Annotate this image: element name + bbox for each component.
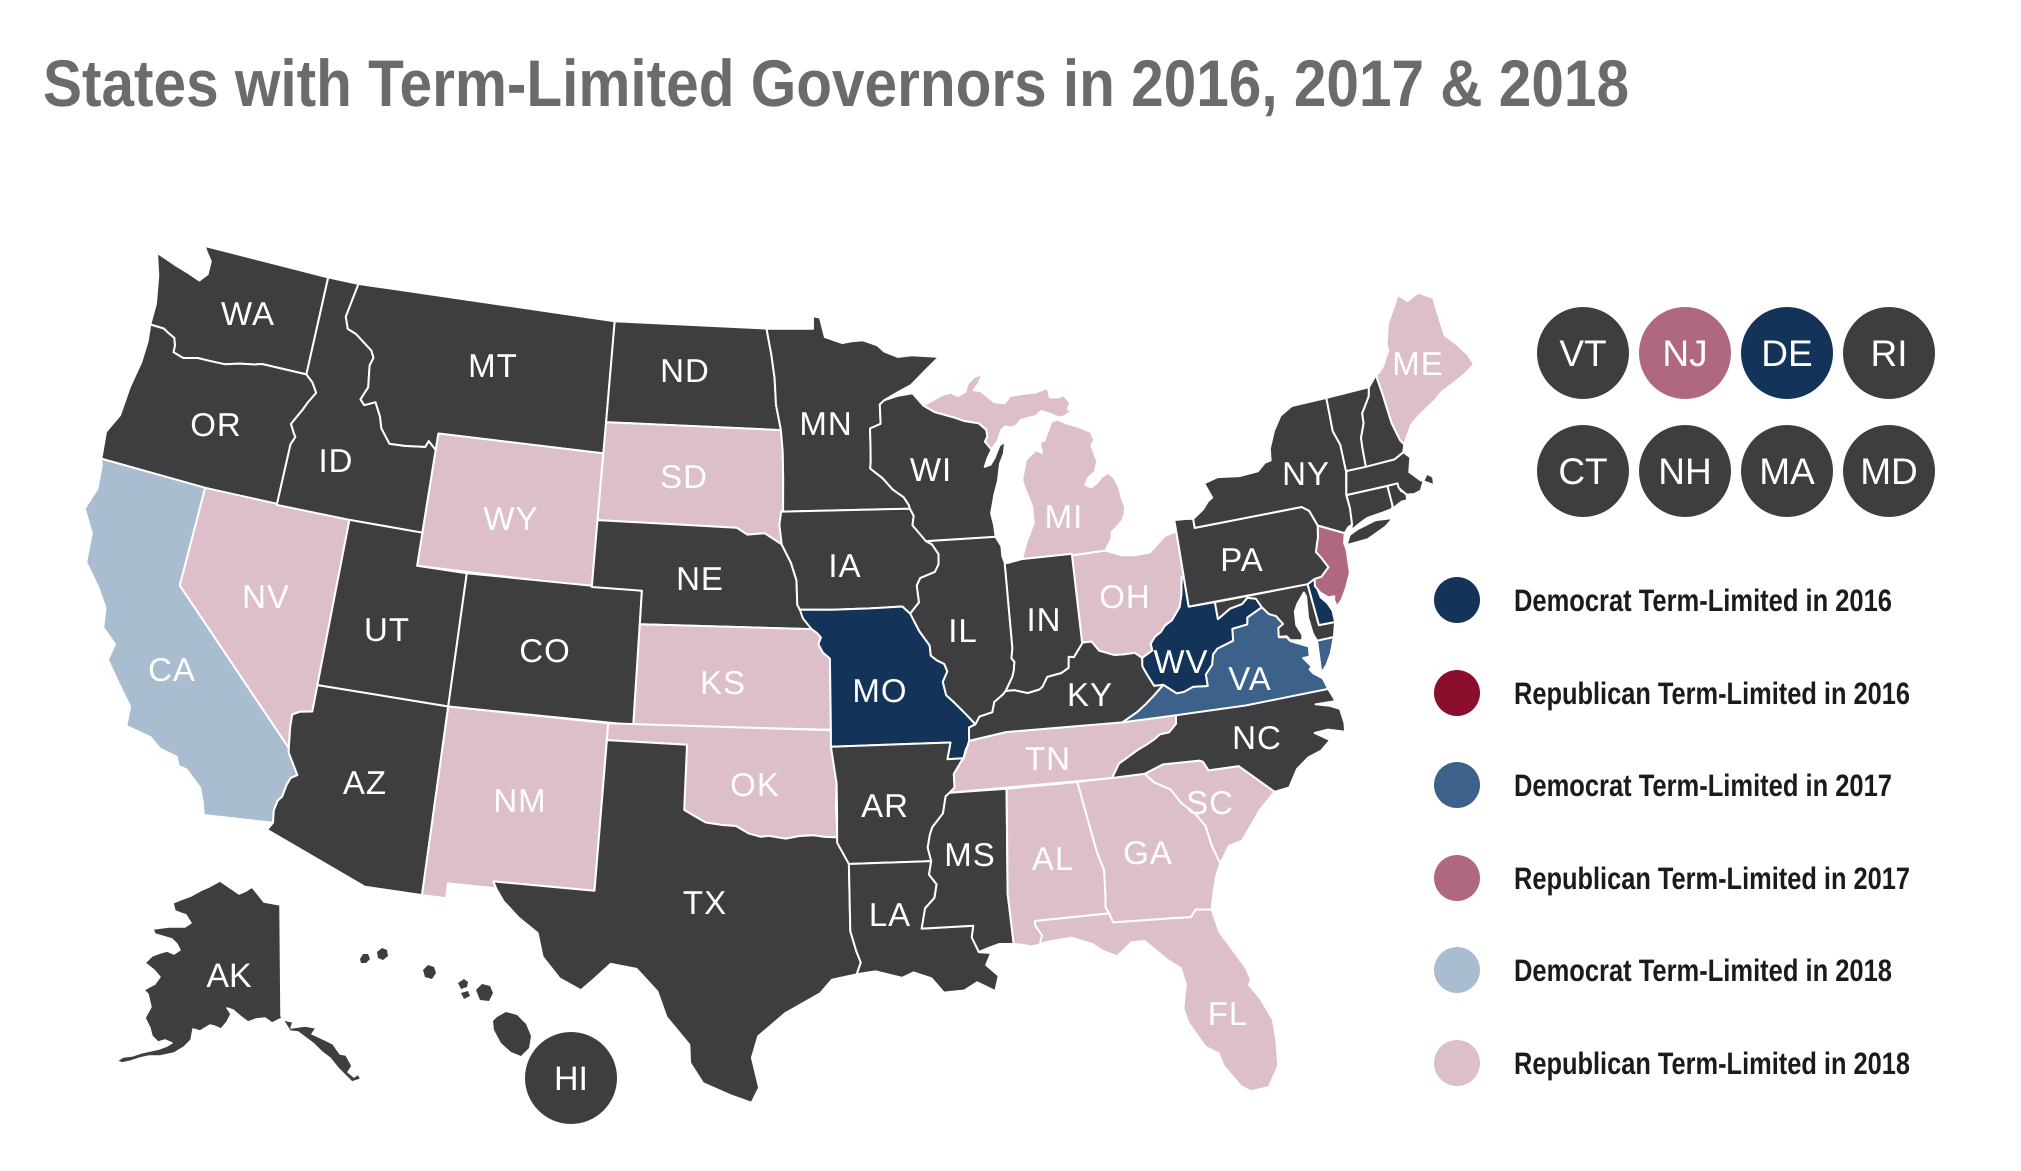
svg-text:NY: NY <box>1282 455 1330 492</box>
svg-text:WV: WV <box>1153 643 1208 680</box>
svg-text:OR: OR <box>190 406 242 443</box>
svg-text:MN: MN <box>799 405 852 442</box>
svg-text:OK: OK <box>730 766 780 803</box>
svg-text:PA: PA <box>1220 541 1264 578</box>
svg-text:IL: IL <box>948 612 978 649</box>
svg-text:GA: GA <box>1123 834 1173 871</box>
svg-text:IA: IA <box>828 547 861 584</box>
svg-text:Democrat Term-Limited in 2018: Democrat Term-Limited in 2018 <box>1514 953 1892 988</box>
svg-text:MA: MA <box>1759 451 1815 492</box>
svg-text:AR: AR <box>861 787 909 824</box>
svg-text:KY: KY <box>1067 676 1113 713</box>
svg-text:FL: FL <box>1208 995 1249 1032</box>
svg-text:HI: HI <box>554 1060 588 1098</box>
svg-text:UT: UT <box>364 611 410 648</box>
svg-text:MS: MS <box>944 836 996 873</box>
svg-text:Democrat Term-Limited in 2016: Democrat Term-Limited in 2016 <box>1514 583 1892 618</box>
svg-text:KS: KS <box>700 664 746 701</box>
svg-text:RI: RI <box>1871 333 1908 374</box>
svg-text:LA: LA <box>869 896 911 933</box>
svg-text:Republican Term-Limited in 201: Republican Term-Limited in 2017 <box>1514 861 1910 896</box>
svg-text:Republican Term-Limited in 201: Republican Term-Limited in 2018 <box>1514 1046 1910 1081</box>
svg-text:WY: WY <box>483 500 538 537</box>
svg-text:Democrat Term-Limited in 2017: Democrat Term-Limited in 2017 <box>1514 768 1892 803</box>
svg-text:SC: SC <box>1186 784 1234 821</box>
svg-text:VA: VA <box>1228 660 1272 697</box>
svg-text:MO: MO <box>852 672 907 709</box>
svg-text:CA: CA <box>148 651 196 688</box>
svg-text:AL: AL <box>1032 840 1074 877</box>
svg-text:MI: MI <box>1045 498 1084 535</box>
svg-text:ND: ND <box>660 352 710 389</box>
svg-text:WA: WA <box>221 295 275 332</box>
svg-text:MT: MT <box>468 347 518 384</box>
svg-text:ID: ID <box>319 442 354 479</box>
svg-text:AZ: AZ <box>343 764 387 801</box>
svg-text:NH: NH <box>1658 451 1711 492</box>
svg-text:AK: AK <box>206 957 252 995</box>
svg-text:MD: MD <box>1860 451 1918 492</box>
svg-text:NV: NV <box>242 578 290 615</box>
svg-text:SD: SD <box>660 458 708 495</box>
svg-text:OH: OH <box>1099 578 1151 615</box>
svg-text:NE: NE <box>676 560 724 597</box>
svg-text:States with Term-Limited Gover: States with Term-Limited Governors in 20… <box>43 46 1629 120</box>
svg-text:NJ: NJ <box>1662 333 1707 374</box>
svg-text:DE: DE <box>1761 333 1812 374</box>
svg-text:IN: IN <box>1027 601 1062 638</box>
svg-text:TX: TX <box>683 884 727 921</box>
svg-text:VT: VT <box>1559 333 1606 374</box>
svg-text:ME: ME <box>1392 345 1444 382</box>
svg-text:TN: TN <box>1025 740 1071 777</box>
svg-text:CT: CT <box>1558 451 1607 492</box>
svg-text:Republican Term-Limited in 201: Republican Term-Limited in 2016 <box>1514 676 1910 711</box>
svg-text:WI: WI <box>910 451 952 488</box>
svg-text:NM: NM <box>493 782 546 819</box>
svg-text:NC: NC <box>1232 719 1282 756</box>
svg-text:CO: CO <box>519 632 571 669</box>
